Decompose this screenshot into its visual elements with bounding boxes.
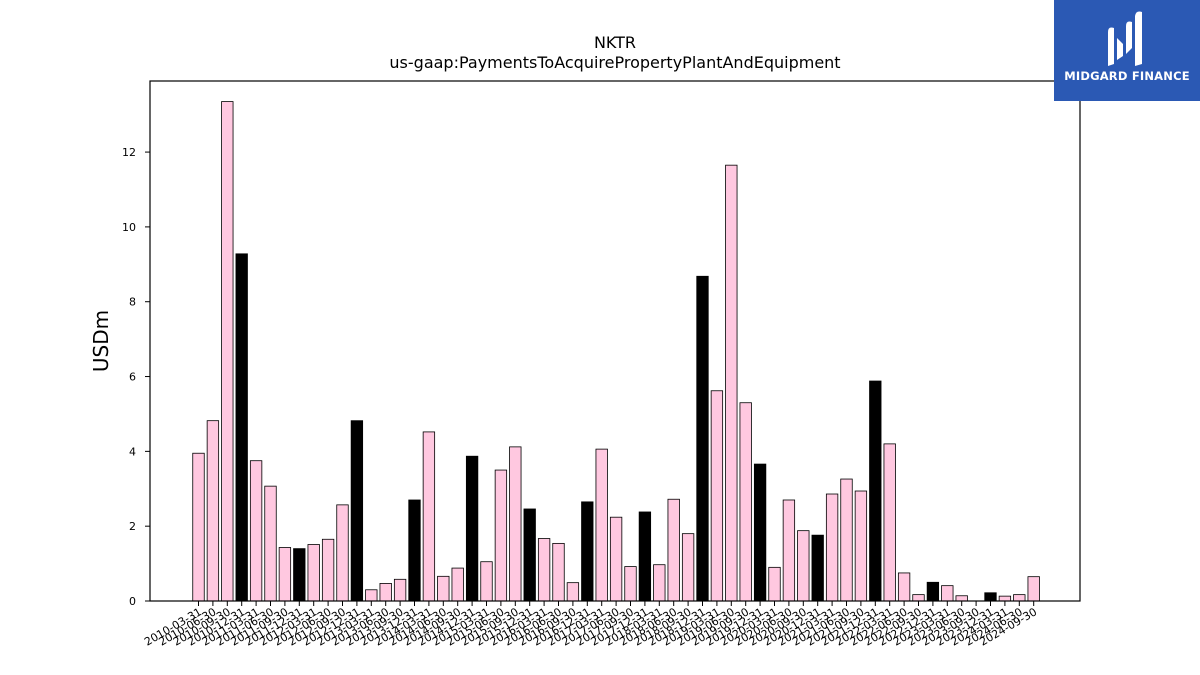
bar-2019-06-30 (725, 164, 738, 602)
midgard-logo-icon (1108, 11, 1142, 66)
bar-2020-03-31 (768, 566, 781, 602)
bar-2018-03-31 (653, 564, 666, 602)
bar-2017-12-31 (638, 511, 652, 602)
x-axis: 2010-03-312010-06-302010-09-302010-12-31… (142, 601, 1039, 649)
bar-2019-09-30 (739, 402, 752, 602)
y-tick-label: 6 (129, 371, 136, 384)
bar-2022-03-31 (883, 443, 896, 602)
bar-2010-12-31 (235, 253, 248, 602)
bar-2014-12-31 (465, 455, 479, 602)
midgard-finance-logo: MIDGARD FINANCE (1054, 0, 1200, 101)
bar-2023-03-31 (941, 585, 954, 602)
bar-2016-12-31 (581, 501, 594, 602)
bar-2024-09-30 (1027, 576, 1040, 602)
bar-2018-09-30 (681, 533, 695, 602)
chart-title: NKTR (594, 33, 636, 52)
bar-2013-12-31 (408, 499, 421, 602)
bar-2019-03-31 (710, 390, 724, 602)
bar-2020-09-30 (797, 530, 810, 602)
bar-2015-03-31 (480, 561, 493, 602)
bar-2012-06-30 (321, 538, 335, 602)
bar-2020-06-30 (782, 499, 796, 602)
bar-2011-03-31 (249, 460, 263, 602)
y-tick-label: 2 (129, 520, 136, 533)
bar-2024-06-30 (1013, 594, 1026, 602)
bar-2014-06-30 (437, 575, 450, 602)
y-tick-label: 4 (129, 445, 136, 458)
bar-2011-09-30 (278, 547, 292, 602)
bar-2012-09-30 (336, 504, 349, 602)
y-tick-label: 10 (122, 221, 136, 234)
bar-2014-09-30 (451, 567, 464, 602)
y-axis-label: USDm (89, 310, 113, 372)
bar-2015-06-30 (494, 469, 508, 602)
bar-2020-12-31 (811, 534, 824, 602)
bar-2022-09-30 (912, 594, 925, 602)
bar-2022-12-31 (926, 581, 940, 602)
chart-subtitle: us-gaap:PaymentsToAcquirePropertyPlantAn… (389, 53, 840, 72)
bar-2013-03-31 (365, 589, 378, 602)
y-tick-label: 12 (122, 146, 136, 159)
bar-2024-03-31 (998, 595, 1012, 602)
bar-2010-06-30 (206, 420, 220, 602)
bar-2010-03-31 (192, 452, 205, 602)
bar-2021-12-31 (869, 380, 882, 602)
bar-2021-09-30 (854, 490, 868, 602)
bar-2015-09-30 (509, 446, 522, 602)
y-axis: 0 2 4 6 8 10 12 (122, 146, 150, 608)
bar-2023-12-31 (984, 592, 997, 602)
logo-text: MIDGARD FINANCE (1064, 69, 1190, 83)
bar-2022-06-30 (897, 572, 911, 602)
bar-2011-06-30 (264, 485, 277, 602)
bar-2023-06-30 (955, 595, 968, 602)
bar-2010-09-30 (221, 101, 234, 602)
bar-2012-12-31 (350, 420, 364, 602)
bar-2013-06-30 (379, 583, 392, 602)
bar-2018-12-31 (696, 275, 709, 602)
bar-2019-12-31 (753, 463, 767, 602)
bar-2016-09-30 (566, 582, 580, 602)
bar-2012-03-31 (307, 544, 320, 602)
bars-group (192, 101, 1040, 602)
bar-2017-06-30 (609, 516, 623, 602)
bar-2017-09-30 (624, 566, 637, 602)
y-tick-label: 8 (129, 296, 136, 309)
bar-2021-06-30 (840, 478, 853, 602)
bar-2021-03-31 (825, 493, 839, 602)
plot-frame (149, 80, 1081, 602)
bar-2014-03-31 (422, 431, 436, 602)
bar-2018-06-30 (667, 498, 680, 602)
bar-2015-12-31 (523, 508, 536, 602)
bar-2017-03-31 (595, 448, 608, 602)
bar-2016-03-31 (537, 538, 551, 602)
bar-2016-06-30 (552, 542, 565, 602)
bar-2011-12-31 (293, 548, 306, 602)
bar-2013-09-30 (393, 578, 407, 602)
y-tick-label: 0 (129, 595, 136, 608)
